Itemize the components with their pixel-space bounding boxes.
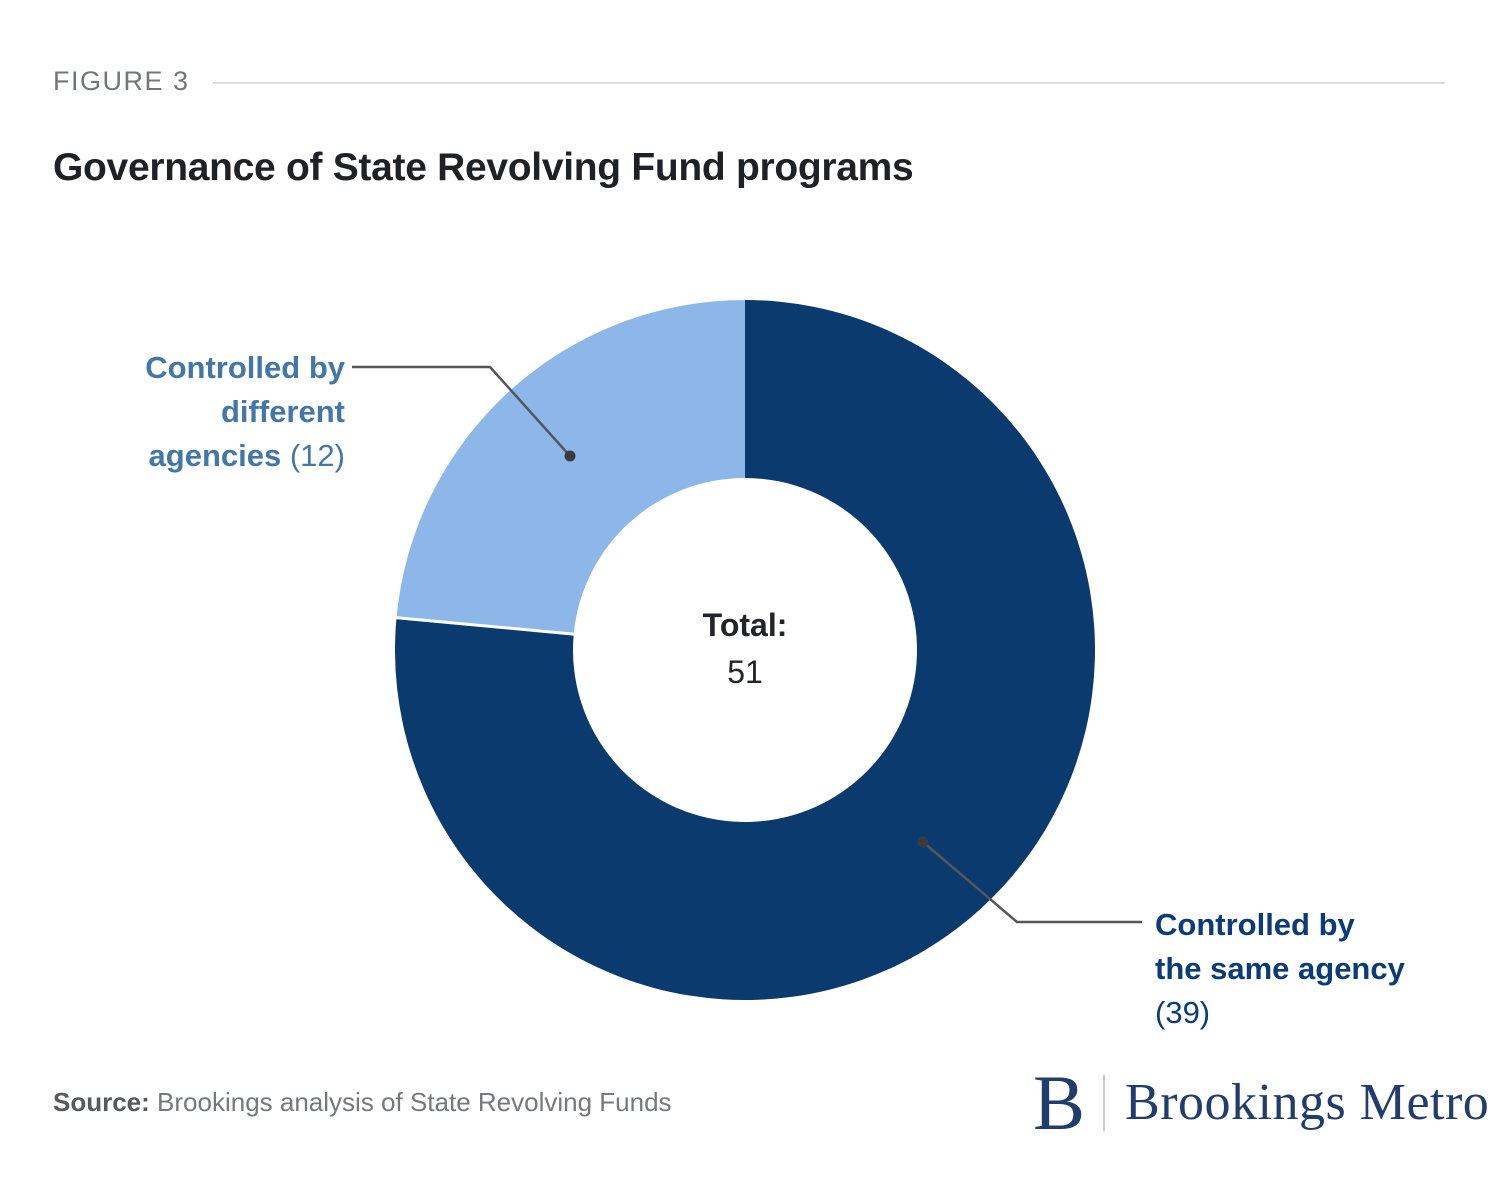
- leader-line-same-agency: [922, 841, 1142, 924]
- brookings-metro-logo: B Brookings Metro: [1033, 1059, 1490, 1146]
- leader-dots: [564, 450, 929, 848]
- callout-different-line1: Controlled by: [145, 350, 345, 385]
- logo-divider: [1103, 1075, 1106, 1131]
- leader-line-different-agencies: [352, 365, 571, 457]
- leader-lines: [352, 365, 1142, 924]
- page-title: Governance of State Revolving Fund progr…: [53, 146, 914, 189]
- donut-segments: [395, 300, 1096, 1001]
- callout-same-agency: Controlled by the same agency (39): [1155, 903, 1405, 1035]
- source-text: Brookings analysis of State Revolving Fu…: [157, 1087, 672, 1117]
- donut-segment-different-agencies: [396, 300, 745, 635]
- callout-different-line3: agencies (12): [148, 438, 345, 473]
- callout-same-count: (39): [1155, 995, 1211, 1030]
- figure-label: FIGURE 3: [53, 66, 190, 96]
- callout-different-count: (12): [289, 438, 345, 473]
- callout-same-line2: the same agency: [1155, 951, 1405, 986]
- donut-total-value: 51: [727, 654, 763, 690]
- callout-different-agencies: Controlled by different agencies (12): [145, 346, 345, 478]
- segment-separator: [395, 616, 575, 636]
- logo-wordmark: Brookings Metro: [1125, 1074, 1490, 1131]
- figure-rule: [213, 82, 1445, 84]
- leader-dot-different-agencies: [564, 450, 576, 462]
- brookings-b-mark: B: [1033, 1059, 1086, 1146]
- donut-separators: [395, 616, 575, 636]
- donut-center-text: Total: 51: [703, 602, 788, 696]
- callout-same-line1: Controlled by: [1155, 907, 1355, 942]
- source-line: Source: Brookings analysis of State Revo…: [53, 1087, 672, 1118]
- leader-dot-same-agency: [917, 836, 929, 848]
- donut-total-label: Total:: [702, 607, 788, 643]
- source-label: Source:: [53, 1087, 150, 1117]
- callout-different-line2: different: [221, 394, 345, 429]
- donut-segment-same-agency: [395, 300, 1096, 1001]
